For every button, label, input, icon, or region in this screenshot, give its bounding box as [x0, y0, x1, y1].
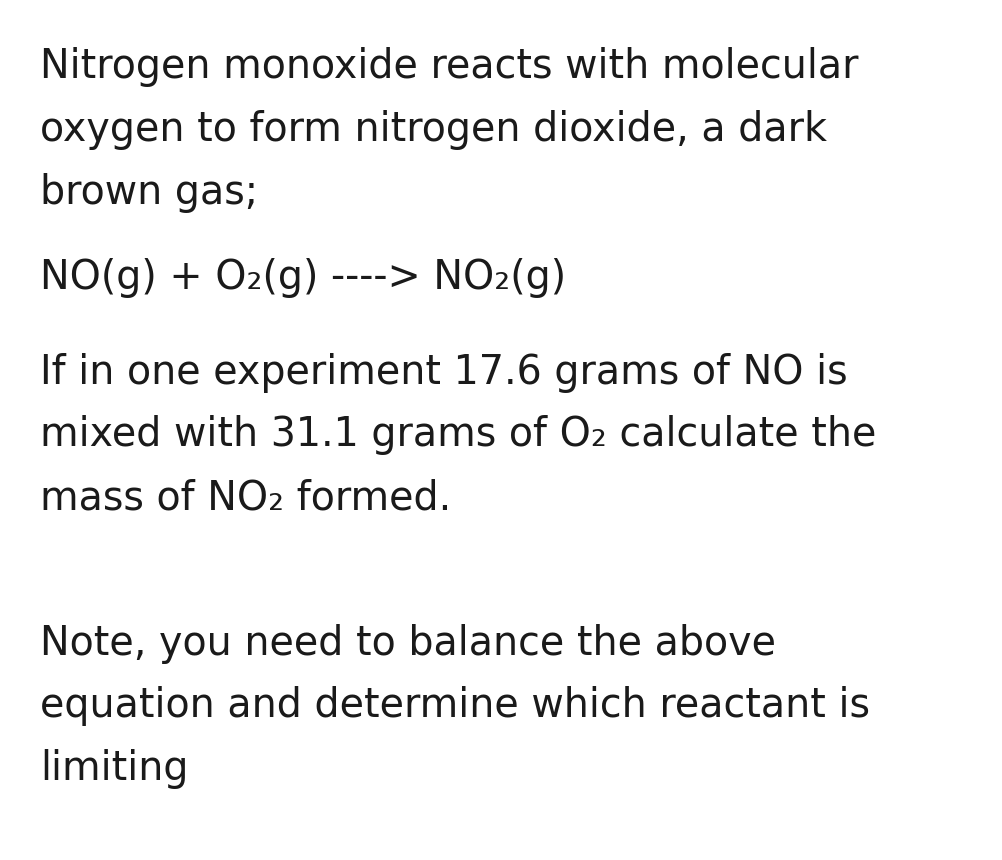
Text: mass of NO₂ formed.: mass of NO₂ formed.	[40, 478, 451, 519]
Text: limiting: limiting	[40, 749, 188, 789]
Text: mixed with 31.1 grams of O₂ calculate the: mixed with 31.1 grams of O₂ calculate th…	[40, 415, 876, 456]
Text: Nitrogen monoxide reacts with molecular: Nitrogen monoxide reacts with molecular	[40, 47, 858, 88]
Text: If in one experiment 17.6 grams of NO is: If in one experiment 17.6 grams of NO is	[40, 353, 847, 393]
Text: oxygen to form nitrogen dioxide, a dark: oxygen to form nitrogen dioxide, a dark	[40, 110, 827, 150]
Text: Note, you need to balance the above: Note, you need to balance the above	[40, 624, 776, 664]
Text: brown gas;: brown gas;	[40, 173, 258, 213]
Text: NO(g) + O₂(g) ----> NO₂(g): NO(g) + O₂(g) ----> NO₂(g)	[40, 258, 566, 298]
Text: equation and determine which reactant is: equation and determine which reactant is	[40, 686, 870, 727]
